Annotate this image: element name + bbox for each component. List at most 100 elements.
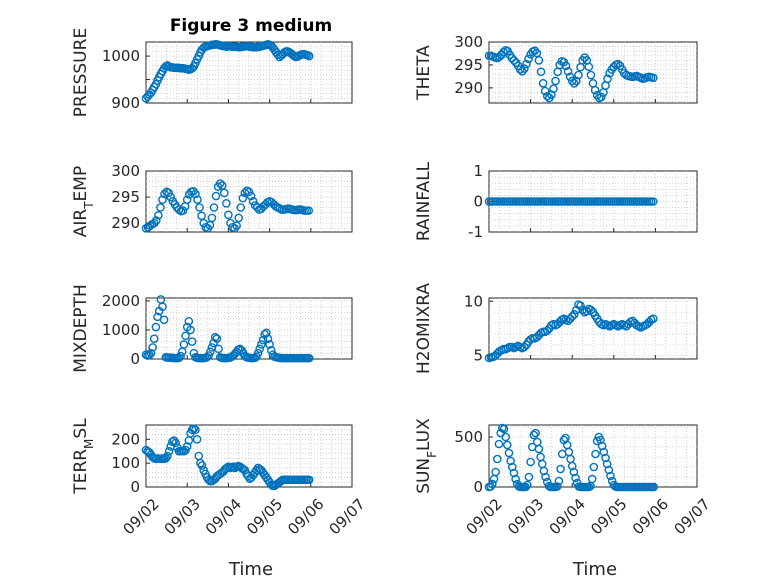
y-tick-label: -1 bbox=[468, 223, 483, 241]
panel-5: 0 1000 2000 MIXDEPTH bbox=[71, 284, 353, 373]
data-point bbox=[554, 476, 564, 486]
series-markers bbox=[141, 40, 314, 103]
data-point bbox=[184, 316, 194, 326]
data-point bbox=[561, 61, 571, 71]
data-point bbox=[258, 335, 268, 345]
data-point bbox=[552, 482, 562, 491]
panel-6: 5 10 H2OMIXRA bbox=[414, 283, 698, 374]
data-point bbox=[224, 210, 233, 220]
data-point bbox=[262, 328, 271, 338]
y-axis-label: RAINFALL bbox=[414, 161, 434, 241]
data-point bbox=[649, 73, 658, 83]
data-point bbox=[212, 334, 222, 343]
y-tick-label: 5 bbox=[473, 347, 483, 365]
data-point bbox=[551, 76, 560, 86]
data-point bbox=[571, 473, 580, 483]
data-point bbox=[255, 344, 265, 354]
data-point bbox=[149, 218, 159, 228]
y-axis-label-main: H2OMIXRA bbox=[414, 283, 434, 374]
data-point bbox=[186, 325, 195, 335]
data-point bbox=[531, 428, 540, 438]
y-axis-label: AIRTEMP bbox=[71, 166, 96, 237]
y-axis-label: TERRMSL bbox=[71, 418, 96, 495]
panel-3: 290 295 300 AIRTEMP bbox=[71, 162, 353, 237]
data-point bbox=[493, 454, 502, 464]
data-point bbox=[154, 211, 163, 220]
y-tick-label: 295 bbox=[111, 188, 140, 206]
data-point bbox=[211, 191, 221, 201]
data-point bbox=[163, 451, 172, 461]
y-tick-label: 1000 bbox=[102, 47, 140, 65]
data-point bbox=[521, 482, 530, 492]
data-point bbox=[586, 70, 596, 80]
y-tick-label: 0 bbox=[130, 350, 140, 368]
data-point bbox=[499, 424, 509, 434]
data-point bbox=[504, 448, 514, 458]
data-point bbox=[176, 351, 185, 361]
data-point bbox=[567, 312, 577, 321]
y-axis-label: MIXDEPTH bbox=[71, 284, 91, 373]
y-axis-label: THETA bbox=[414, 45, 434, 101]
data-point bbox=[144, 350, 154, 360]
data-point bbox=[215, 179, 225, 188]
data-point bbox=[191, 425, 200, 435]
data-point bbox=[601, 453, 610, 463]
data-point bbox=[511, 474, 520, 484]
data-point bbox=[179, 340, 189, 349]
series-markers bbox=[484, 300, 658, 363]
series-markers bbox=[484, 423, 659, 492]
data-point bbox=[159, 315, 169, 325]
data-point bbox=[507, 462, 517, 472]
y-axis-label-main: TERR bbox=[71, 449, 91, 495]
data-point bbox=[234, 213, 243, 223]
data-point bbox=[503, 440, 512, 450]
data-point bbox=[556, 464, 565, 474]
data-point bbox=[181, 331, 190, 341]
data-point bbox=[244, 187, 254, 197]
data-point bbox=[597, 441, 607, 451]
y-tick-label: 2000 bbox=[102, 292, 140, 310]
data-point bbox=[549, 84, 558, 94]
data-point bbox=[146, 348, 156, 358]
figure-title: Figure 3 medium bbox=[170, 16, 332, 36]
data-point bbox=[520, 64, 529, 73]
y-axis-label-tail: EMP bbox=[71, 166, 91, 202]
y-axis-label: PRESSURE bbox=[71, 28, 91, 117]
y-tick-label: 100 bbox=[111, 454, 140, 472]
data-point bbox=[506, 456, 515, 466]
data-point bbox=[540, 86, 550, 96]
data-point bbox=[599, 447, 609, 457]
data-point bbox=[304, 206, 314, 215]
data-point bbox=[187, 425, 197, 435]
data-point bbox=[524, 54, 533, 64]
y-tick-label: 290 bbox=[111, 214, 140, 232]
data-point bbox=[182, 195, 192, 204]
y-axis-label-subscript: T bbox=[82, 201, 96, 210]
data-point bbox=[171, 438, 180, 448]
data-point bbox=[252, 203, 262, 212]
y-axis-label-main: AIR bbox=[71, 209, 91, 238]
data-point bbox=[538, 78, 548, 88]
data-point bbox=[187, 337, 197, 346]
series-markers bbox=[484, 197, 658, 206]
data-point bbox=[166, 192, 176, 202]
y-tick-label: 295 bbox=[454, 56, 483, 74]
data-point bbox=[304, 475, 314, 485]
data-point bbox=[236, 203, 246, 212]
data-point bbox=[603, 74, 612, 83]
data-point bbox=[189, 187, 198, 196]
x-axis-label-right: Time bbox=[572, 559, 617, 580]
y-tick-label: 900 bbox=[111, 94, 140, 112]
data-point bbox=[589, 462, 599, 472]
data-point bbox=[520, 342, 529, 352]
data-point bbox=[488, 479, 497, 489]
data-point bbox=[246, 191, 256, 201]
y-axis-label-main: MIXDEPTH bbox=[71, 284, 91, 373]
data-point bbox=[567, 76, 577, 86]
y-tick-label: 300 bbox=[454, 33, 483, 51]
data-point bbox=[522, 59, 531, 69]
y-axis-label-main: THETA bbox=[414, 45, 434, 101]
data-point bbox=[569, 78, 579, 88]
data-point bbox=[591, 449, 600, 459]
